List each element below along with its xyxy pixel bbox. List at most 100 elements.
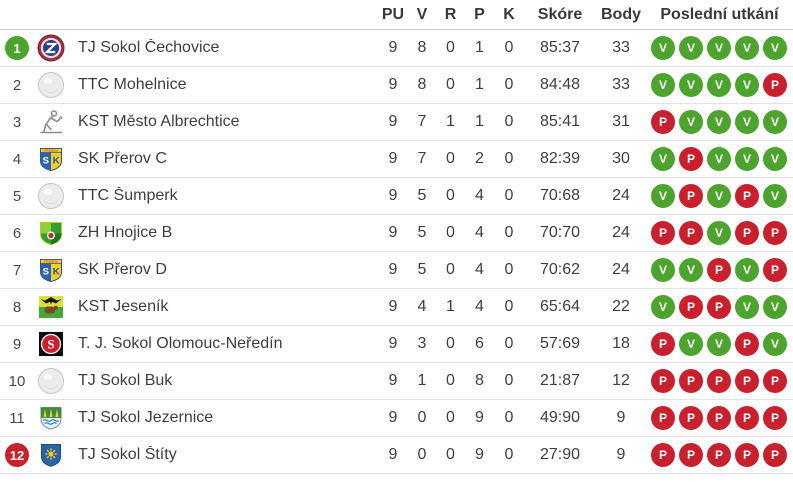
loss-badge[interactable]: P bbox=[735, 369, 759, 393]
loss-badge[interactable]: P bbox=[763, 221, 787, 245]
draws-value: 0 bbox=[446, 409, 455, 426]
win-badge[interactable]: V bbox=[735, 258, 759, 282]
win-badge[interactable]: V bbox=[763, 36, 787, 60]
draws-value: 0 bbox=[446, 187, 455, 204]
loss-badge[interactable]: P bbox=[707, 406, 731, 430]
table-header-row: PU V R P K Skóre Body Poslední utkání bbox=[0, 0, 793, 30]
draws-value: 0 bbox=[446, 372, 455, 389]
win-badge[interactable]: V bbox=[735, 295, 759, 319]
loss-badge[interactable]: P bbox=[651, 221, 675, 245]
loss-badge[interactable]: P bbox=[651, 443, 675, 467]
win-badge[interactable]: V bbox=[707, 221, 731, 245]
rank-badge: 10 bbox=[8, 372, 26, 390]
table-tennis-ball-logo bbox=[34, 71, 78, 99]
win-badge[interactable]: V bbox=[707, 147, 731, 171]
win-badge[interactable]: V bbox=[679, 332, 703, 356]
loss-badge[interactable]: P bbox=[651, 110, 675, 134]
team-name[interactable]: TTC Šumperk bbox=[78, 187, 178, 204]
win-badge[interactable]: V bbox=[679, 110, 703, 134]
loss-badge[interactable]: P bbox=[707, 295, 731, 319]
loss-badge[interactable]: P bbox=[735, 184, 759, 208]
loss-badge[interactable]: P bbox=[679, 406, 703, 430]
loss-badge[interactable]: P bbox=[763, 406, 787, 430]
win-badge[interactable]: V bbox=[707, 184, 731, 208]
win-badge[interactable]: V bbox=[735, 73, 759, 97]
svg-text:S: S bbox=[43, 267, 49, 278]
loss-badge[interactable]: P bbox=[679, 443, 703, 467]
win-badge[interactable]: V bbox=[679, 73, 703, 97]
win-badge[interactable]: V bbox=[735, 36, 759, 60]
loss-badge[interactable]: P bbox=[763, 258, 787, 282]
loss-badge[interactable]: P bbox=[707, 443, 731, 467]
rank-badge: 3 bbox=[12, 113, 22, 131]
win-badge[interactable]: V bbox=[763, 110, 787, 134]
matches-played-value: 9 bbox=[388, 446, 398, 463]
team-name[interactable]: TJ Sokol Čechovice bbox=[78, 39, 220, 56]
loss-badge[interactable]: P bbox=[763, 73, 787, 97]
matches-played-value: 9 bbox=[388, 76, 398, 93]
win-badge[interactable]: V bbox=[763, 147, 787, 171]
loss-badge[interactable]: P bbox=[735, 406, 759, 430]
win-badge[interactable]: V bbox=[707, 36, 731, 60]
win-badge[interactable]: V bbox=[651, 147, 675, 171]
team-name[interactable]: TJ Sokol Jezernice bbox=[78, 409, 214, 426]
losses-value: 4 bbox=[475, 187, 484, 204]
win-badge[interactable]: V bbox=[651, 184, 675, 208]
cechovice-club-logo bbox=[34, 34, 78, 62]
team-name[interactable]: ZH Hnojice B bbox=[78, 224, 173, 241]
rank-cell: 4 bbox=[0, 147, 34, 171]
score-value: 49:90 bbox=[539, 409, 581, 426]
draws-value: 0 bbox=[446, 261, 455, 278]
win-badge[interactable]: V bbox=[763, 295, 787, 319]
wins-value: 8 bbox=[417, 76, 427, 93]
win-badge[interactable]: V bbox=[651, 258, 675, 282]
rank-badge: 1 bbox=[5, 36, 29, 60]
win-badge[interactable]: V bbox=[651, 73, 675, 97]
loss-badge[interactable]: P bbox=[763, 443, 787, 467]
table-tennis-ball-logo bbox=[34, 367, 78, 395]
team-name[interactable]: T. J. Sokol Olomouc-Neředín bbox=[78, 335, 283, 352]
win-badge[interactable]: V bbox=[735, 147, 759, 171]
loss-badge[interactable]: P bbox=[763, 369, 787, 393]
team-name[interactable]: KST Město Albrechtice bbox=[78, 113, 240, 130]
matches-played-value: 9 bbox=[388, 113, 398, 130]
win-badge[interactable]: V bbox=[651, 36, 675, 60]
loss-badge[interactable]: P bbox=[735, 443, 759, 467]
win-badge[interactable]: V bbox=[763, 184, 787, 208]
points-value: 30 bbox=[612, 150, 630, 167]
team-name[interactable]: KST Jeseník bbox=[78, 298, 169, 315]
loss-badge[interactable]: P bbox=[679, 369, 703, 393]
loss-badge[interactable]: P bbox=[735, 332, 759, 356]
win-badge[interactable]: V bbox=[735, 110, 759, 134]
contumacy-value: 0 bbox=[504, 150, 514, 167]
draws-value: 0 bbox=[446, 335, 455, 352]
loss-badge[interactable]: P bbox=[679, 147, 703, 171]
loss-badge[interactable]: P bbox=[735, 221, 759, 245]
win-badge[interactable]: V bbox=[707, 110, 731, 134]
loss-badge[interactable]: P bbox=[651, 332, 675, 356]
loss-badge[interactable]: P bbox=[651, 406, 675, 430]
win-badge[interactable]: V bbox=[763, 332, 787, 356]
win-badge[interactable]: V bbox=[707, 73, 731, 97]
loss-badge[interactable]: P bbox=[651, 369, 675, 393]
loss-badge[interactable]: P bbox=[679, 184, 703, 208]
wins-value: 0 bbox=[417, 446, 427, 463]
team-name[interactable]: SK Přerov C bbox=[78, 150, 167, 167]
loss-badge[interactable]: P bbox=[707, 369, 731, 393]
team-name[interactable]: TJ Sokol Buk bbox=[78, 372, 173, 389]
win-badge[interactable]: V bbox=[679, 258, 703, 282]
win-badge[interactable]: V bbox=[651, 295, 675, 319]
loss-badge[interactable]: P bbox=[679, 295, 703, 319]
win-badge[interactable]: V bbox=[707, 332, 731, 356]
loss-badge[interactable]: P bbox=[679, 221, 703, 245]
win-badge[interactable]: V bbox=[679, 36, 703, 60]
rank-cell: 1 bbox=[0, 36, 34, 60]
points-value: 24 bbox=[612, 187, 630, 204]
loss-badge[interactable]: P bbox=[707, 258, 731, 282]
team-name[interactable]: SK Přerov D bbox=[78, 261, 167, 278]
team-name[interactable]: TTC Mohelnice bbox=[78, 76, 187, 93]
header-wins: V bbox=[416, 5, 428, 23]
team-name[interactable]: TJ Sokol Štíty bbox=[78, 446, 177, 463]
